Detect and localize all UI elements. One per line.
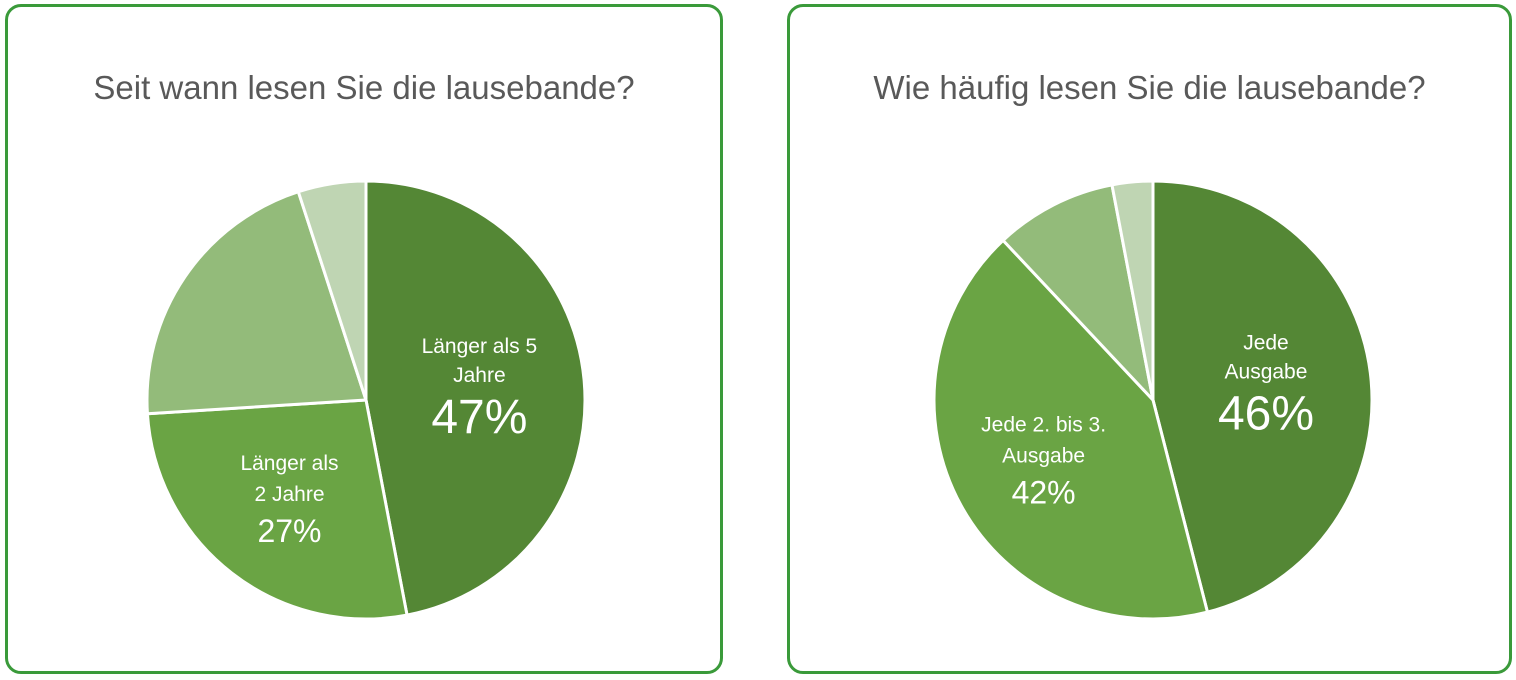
pie-chart: Länger als 5 Jahre 47% Länger als 2 Jahre 27% bbox=[145, 179, 587, 621]
pie-slice bbox=[145, 398, 409, 621]
slice-label: Ausgabe bbox=[1002, 444, 1085, 467]
chart-panel-seit-wann: Seit wann lesen Sie die lausebande? Läng… bbox=[5, 4, 723, 674]
slice-label: Ausgabe bbox=[1225, 360, 1308, 383]
pie-chart: Jede Ausgabe 46% Jede 2. bis 3. Ausgabe 42% bbox=[932, 179, 1374, 621]
pie-slice bbox=[1110, 179, 1155, 402]
chart-panel-wie-haeufig: Wie häufig lesen Sie die lausebande? Jed… bbox=[787, 4, 1512, 674]
pie-slice bbox=[1001, 183, 1155, 402]
chart-title: Wie häufig lesen Sie die lausebande? bbox=[873, 69, 1426, 106]
slice-value-label: 27% bbox=[257, 513, 321, 549]
slice-label: Länger als 5 bbox=[422, 335, 538, 358]
slice-value-label: 42% bbox=[1012, 474, 1076, 510]
pie-slice bbox=[1151, 179, 1374, 614]
slice-label: Jede 2. bis 3. bbox=[981, 413, 1106, 436]
slice-label: Jahre bbox=[453, 364, 506, 387]
pie-slice bbox=[364, 179, 587, 617]
slice-value-label: 47% bbox=[431, 391, 527, 444]
slice-value-label: 46% bbox=[1218, 387, 1314, 440]
pie-slice bbox=[296, 179, 368, 402]
slice-label: Länger als bbox=[240, 452, 338, 475]
pie-slice bbox=[145, 190, 368, 416]
chart-title: Seit wann lesen Sie die lausebande? bbox=[93, 69, 635, 106]
pie-slice bbox=[932, 238, 1209, 621]
slice-label: 2 Jahre bbox=[254, 483, 324, 506]
slice-label: Jede bbox=[1243, 331, 1289, 354]
